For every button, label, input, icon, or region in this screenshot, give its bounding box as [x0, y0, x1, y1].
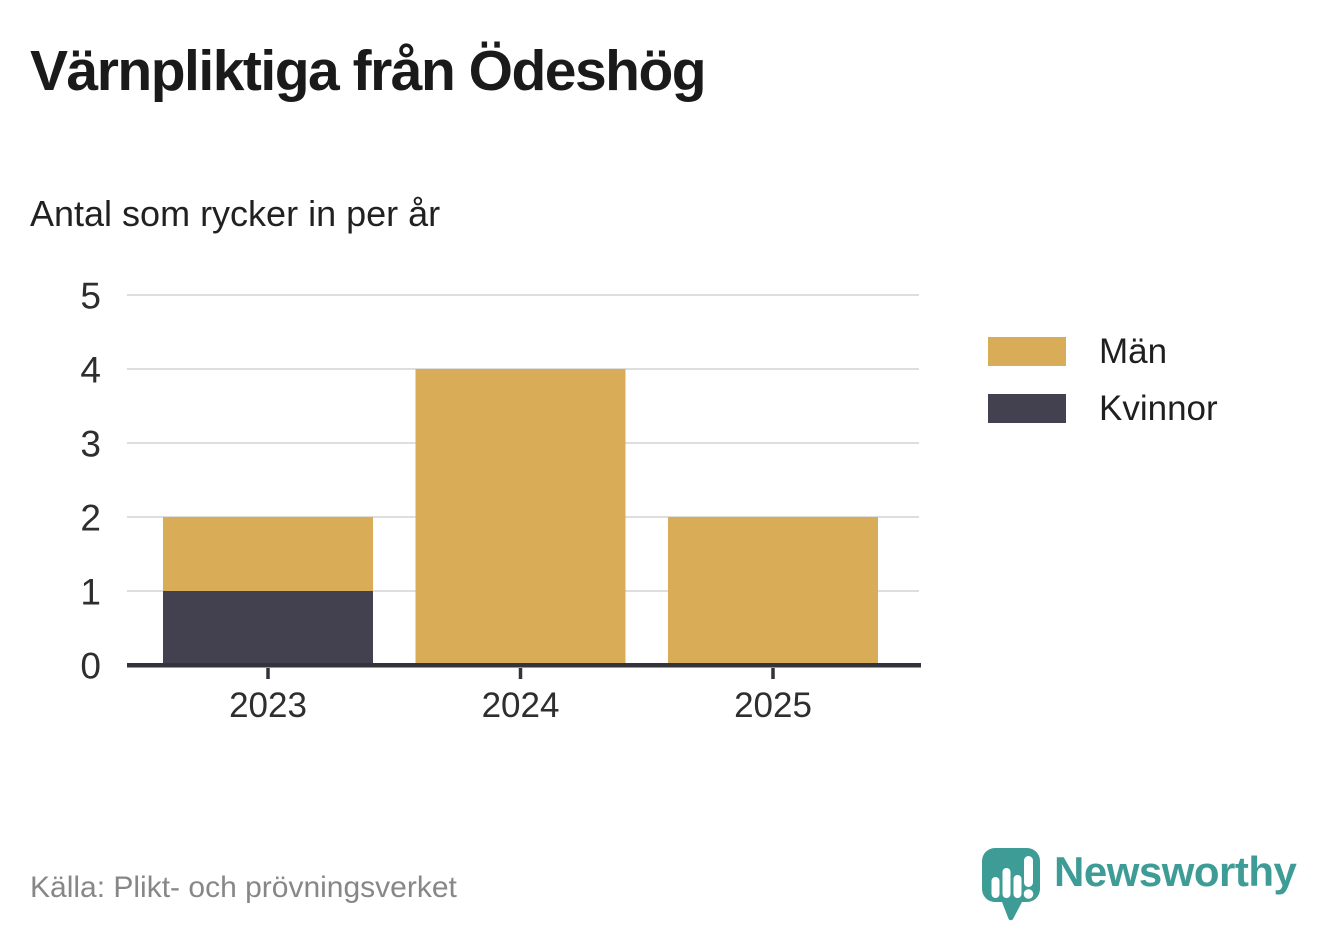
bar-2023-män — [163, 517, 373, 591]
x-axis-label-2025: 2025 — [734, 686, 812, 725]
page-title: Värnpliktiga från Ödeshög — [30, 39, 707, 103]
chart-legend: Män Kvinnor — [988, 332, 1218, 451]
bar-chart-plot: 2023 2024 2025 0 1 2 3 4 5 — [80, 275, 921, 725]
bar-2023-kvinnor — [163, 591, 373, 665]
bar-2024-män — [415, 369, 626, 665]
legend-item-men: Män — [988, 332, 1218, 371]
y-axis-label-0: 0 — [80, 645, 101, 686]
x-axis-label-2024: 2024 — [482, 686, 560, 725]
bar-2025-män — [668, 517, 878, 665]
legend-item-women: Kvinnor — [988, 389, 1218, 428]
y-axis-label-2: 2 — [80, 497, 101, 538]
y-axis-label-3: 3 — [80, 423, 101, 464]
legend-swatch-men — [988, 337, 1066, 366]
y-axis-label-4: 4 — [80, 349, 101, 390]
legend-label-women: Kvinnor — [1099, 388, 1218, 428]
brand-name: Newsworthy — [1054, 848, 1297, 895]
y-axis-label-1: 1 — [80, 571, 101, 612]
x-axis-label-2023: 2023 — [229, 686, 307, 725]
x-axis-line — [127, 663, 921, 668]
brand-logo: Newsworthy — [978, 840, 1297, 936]
chart-subtitle: Antal som rycker in per år — [30, 193, 441, 234]
y-axis-label-5: 5 — [80, 275, 101, 316]
legend-swatch-women — [988, 394, 1066, 423]
source-note: Källa: Plikt- och prövningsverket — [30, 871, 457, 904]
legend-label-men: Män — [1099, 331, 1168, 371]
newsworthy-speech-bubble-icon — [982, 848, 1040, 921]
